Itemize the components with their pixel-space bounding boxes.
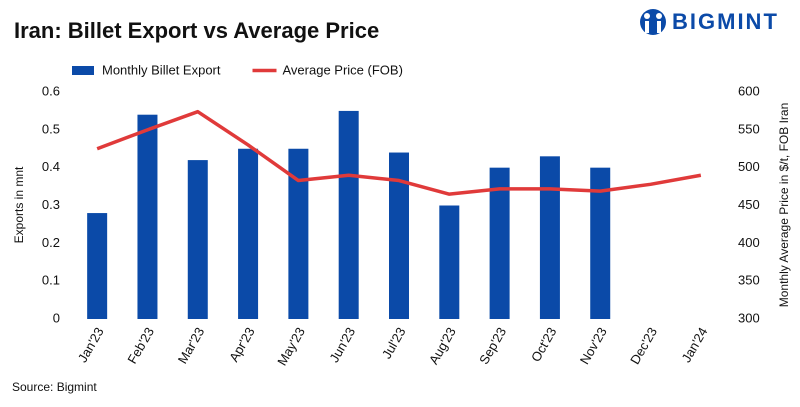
price-line [96,109,702,196]
x-tick-label: Jan'23 [75,325,107,365]
x-tick-label: Aug'23 [426,325,459,367]
x-tick-label: Jun'23 [326,325,358,365]
y-tick-label: 0.6 [42,83,60,98]
bar [187,160,208,319]
y2-tick-label: 300 [738,310,760,325]
bar [137,114,158,319]
y-axis-label: Exports in mnt [12,166,26,243]
bar [489,167,510,319]
y2-tick-label: 550 [738,121,760,136]
logo-icon-bar [657,21,661,33]
brand: BIGMINT [672,9,779,34]
y2-tick-label: 600 [738,83,760,98]
y2-tick-label: 350 [738,273,760,288]
logo-icon [640,9,666,35]
x-tick-label: Jul'23 [379,325,409,362]
bar [87,213,108,319]
x-tick-label: Oct'23 [528,325,560,365]
x-tick-label: Sep'23 [476,325,509,367]
legend-label: Monthly Billet Export [102,62,221,77]
x-tick-label: Feb'23 [124,325,157,367]
logo-icon-dot [656,13,662,19]
bar [238,148,259,319]
x-tick-label: May'23 [274,325,308,368]
bar [288,148,309,319]
y-tick-label: 0.4 [42,159,60,174]
y-tick-label: 0.2 [42,235,60,250]
logo: BIGMINT [640,9,779,35]
y-tick-label: 0.3 [42,197,60,212]
y-tick-label: 0.1 [42,273,60,288]
logo-icon-dot [644,13,650,19]
logo-icon-bar [645,21,649,33]
y2-tick-label: 450 [738,197,760,212]
x-tick-label: Nov'23 [577,325,610,367]
bar [439,205,460,319]
legend-swatch [72,66,94,75]
x-tick-label: Jan'24 [678,325,710,365]
y2-tick-label: 400 [738,235,760,250]
y2-axis-label: Monthly Average Price in $/t, FOB Iran [777,103,791,308]
x-tick-label: Mar'23 [175,325,208,367]
y-tick-label: 0 [53,310,60,325]
chart-title: Iran: Billet Export vs Average Price [14,18,379,43]
x-tick-label: Dec'23 [627,325,660,367]
x-tick-label: Apr'23 [226,325,258,365]
y-tick-label: 0.5 [42,121,60,136]
y2-tick-label: 500 [738,159,760,174]
legend-label: Average Price (FOB) [283,62,403,77]
source: Source: Bigmint [12,380,97,394]
bar [590,167,611,319]
bar [338,110,359,320]
bar [539,156,560,319]
bar [389,152,409,319]
